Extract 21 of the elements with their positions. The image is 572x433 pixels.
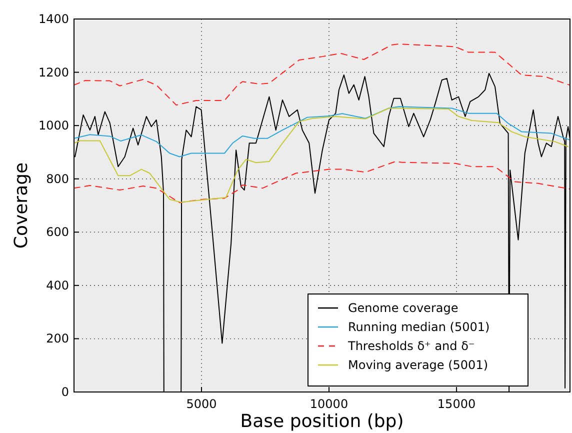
x-tick-label: 10000 (310, 397, 348, 411)
line-series (74, 108, 569, 203)
x-tick-label: 5000 (186, 397, 217, 411)
legend-label: Moving average (5001) (348, 358, 488, 372)
y-tick-label: 0 (61, 385, 69, 399)
y-tick-label: 1200 (38, 65, 69, 80)
y-tick-label: 1400 (38, 12, 69, 26)
legend-label: Genome coverage (348, 301, 458, 315)
y-tick-label: 800 (46, 172, 69, 186)
y-tick-label: 600 (46, 225, 69, 240)
x-tick-label: 15000 (437, 397, 476, 411)
line-series (74, 44, 570, 106)
legend-label: Thresholds δ⁺ and δ⁻ (347, 339, 475, 353)
y-tick-label: 200 (46, 332, 69, 346)
y-tick-label: 400 (46, 278, 69, 292)
y-tick-label: 1000 (38, 118, 69, 133)
line-series (74, 161, 570, 204)
y-axis-title: Coverage (11, 162, 32, 249)
line-series (74, 106, 570, 158)
legend-label: Running median (5001) (348, 320, 490, 334)
x-axis-title: Base position (bp) (240, 411, 404, 432)
